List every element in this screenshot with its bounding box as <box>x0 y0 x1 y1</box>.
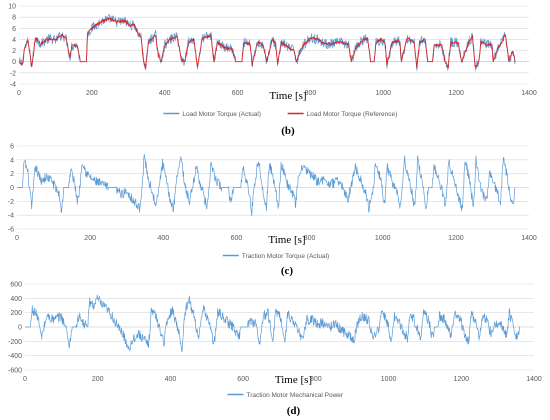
x-axis-label: Time [s] <box>275 374 312 386</box>
x-tick-label: 0 <box>15 235 19 242</box>
x-tick-label: 400 <box>165 376 177 383</box>
y-tick-label: 200 <box>10 310 22 317</box>
x-tick-label: 800 <box>305 90 317 97</box>
y-tick-label: 8 <box>12 15 16 22</box>
x-tick-label: 0 <box>17 90 21 97</box>
y-tick-label: 4 <box>10 157 14 164</box>
x-tick-label: 1200 <box>448 90 464 97</box>
y-tick-label: 0 <box>18 325 22 332</box>
x-tick-label: 1400 <box>521 235 537 242</box>
chart-panel-c: -6 -4 -2 0 2 4 6 0 200 400 600 800 1000 1200 1400 Time … <box>8 144 537 278</box>
y-tick-label: -2 <box>10 70 16 77</box>
y-tick-label: -200 <box>8 339 22 346</box>
y-tick-label: 6 <box>10 144 14 151</box>
legend-label: Load Motor Torque (Reference) <box>307 111 398 118</box>
panel-caption: (b) <box>281 125 295 137</box>
y-tick-label: -600 <box>8 368 22 375</box>
x-tick-label: 400 <box>159 90 171 97</box>
y-tick-label: 2 <box>10 171 14 178</box>
series-line <box>17 153 516 217</box>
series-line <box>18 17 516 70</box>
x-axis-label: Time [s] <box>269 90 306 102</box>
y-tick-label: 0 <box>12 59 16 66</box>
x-tick-label: 600 <box>237 376 249 383</box>
legend-label: Traction Motor Torque (Actual) <box>242 253 329 260</box>
legend: Load Motor Torque (Actual) Load Motor Tor… <box>163 111 397 118</box>
x-axis-label: Time [s] <box>268 234 305 246</box>
y-tick-label: -400 <box>8 353 22 360</box>
chart-panel-b: -4 -2 0 2 4 6 8 10 0 200 400 600 800 1000 1200 1400 Time… <box>8 4 537 138</box>
x-tick-label: 1000 <box>375 90 391 97</box>
x-tick-label: 1000 <box>375 235 391 242</box>
y-tick-label: -2 <box>8 199 14 206</box>
y-tick-label: 6 <box>12 26 16 33</box>
y-tick-label: 4 <box>12 37 16 44</box>
legend-label: Load Motor Torque (Actual) <box>182 111 261 118</box>
series-line <box>25 294 521 353</box>
panel-caption: (d) <box>287 405 301 417</box>
legend-label: Traction Motor Mechanical Power <box>246 392 343 399</box>
y-tick-label: -4 <box>8 213 14 220</box>
y-tick-label: 0 <box>10 185 14 192</box>
x-tick-label: 200 <box>86 90 98 97</box>
legend: Traction Motor Torque (Actual) <box>222 253 329 260</box>
x-tick-label: 200 <box>92 376 104 383</box>
x-tick-label: 600 <box>231 235 243 242</box>
x-tick-label: 1200 <box>448 235 464 242</box>
x-tick-label: 600 <box>232 90 244 97</box>
x-tick-label: 800 <box>304 235 316 242</box>
x-tick-label: 1200 <box>453 376 469 383</box>
x-tick-label: 0 <box>23 376 27 383</box>
x-tick-label: 1400 <box>521 90 537 97</box>
y-tick-label: -4 <box>10 82 16 89</box>
legend: Traction Motor Mechanical Power <box>227 392 344 399</box>
y-tick-label: 400 <box>10 296 22 303</box>
x-tick-label: 800 <box>310 376 322 383</box>
x-tick-label: 1000 <box>381 376 397 383</box>
series-line <box>18 14 516 71</box>
panel-caption: (c) <box>281 265 294 277</box>
x-tick-label: 1400 <box>526 376 542 383</box>
chart-panel-d: -600 -400 -200 0 200 400 600 0 200 400 600 800 1000 1… <box>8 282 542 418</box>
y-tick-label: 2 <box>12 48 16 55</box>
y-tick-label: 600 <box>10 282 22 289</box>
x-tick-label: 400 <box>157 235 169 242</box>
y-tick-label: -6 <box>8 227 14 234</box>
x-tick-label: 200 <box>84 235 96 242</box>
y-tick-label: 10 <box>8 4 16 11</box>
